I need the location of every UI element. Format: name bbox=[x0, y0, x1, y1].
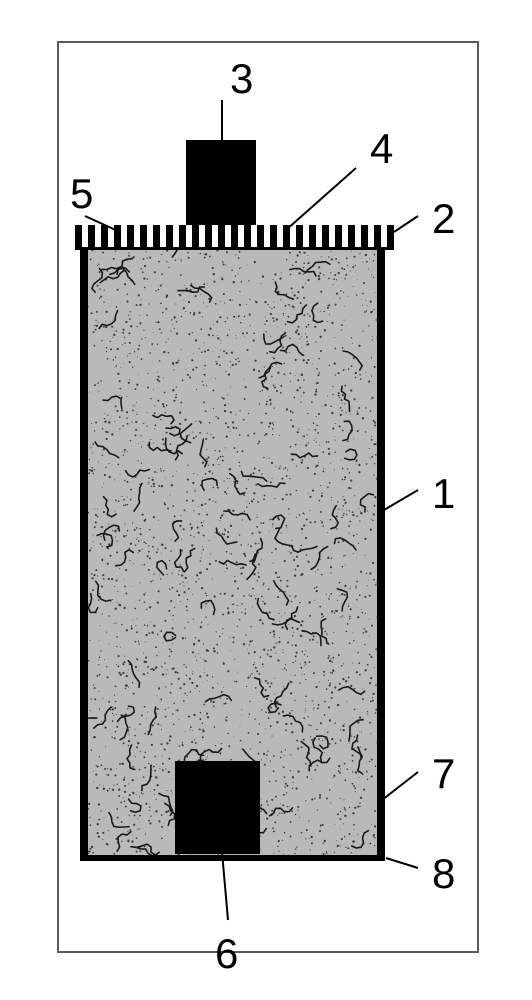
label-4: 4 bbox=[370, 125, 393, 173]
label-2: 2 bbox=[432, 195, 455, 243]
label-1: 1 bbox=[432, 470, 455, 518]
label-3: 3 bbox=[230, 55, 253, 103]
label-6: 6 bbox=[215, 930, 238, 978]
label-5: 5 bbox=[70, 170, 93, 218]
label-7: 7 bbox=[432, 750, 455, 798]
label-8: 8 bbox=[432, 850, 455, 898]
